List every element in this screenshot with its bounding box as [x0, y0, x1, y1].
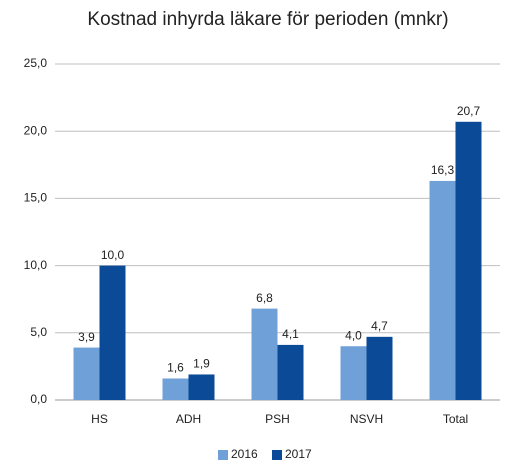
value-label: 6,8 — [256, 291, 273, 305]
x-tick-label: ADH — [176, 412, 201, 426]
bar — [73, 347, 100, 400]
y-tick-label: 15,0 — [24, 191, 48, 205]
y-tick-label: 5,0 — [30, 325, 47, 339]
y-tick-label: 0,0 — [30, 392, 47, 406]
bar — [429, 180, 456, 400]
bar — [251, 308, 278, 400]
value-label: 16,3 — [431, 163, 455, 177]
y-tick-label: 25,0 — [24, 56, 48, 70]
value-label: 1,9 — [193, 357, 210, 371]
value-label: 1,6 — [167, 361, 184, 375]
legend-label: 2016 — [231, 447, 258, 461]
x-tick-label: Total — [443, 412, 468, 426]
legend-swatch — [218, 450, 228, 460]
chart-title: Kostnad inhyrda läkare för perioden (mnk… — [87, 9, 448, 30]
bar — [277, 344, 304, 400]
x-tick-label: PSH — [265, 412, 290, 426]
bar — [366, 336, 393, 400]
value-label: 10,0 — [101, 248, 125, 262]
value-label: 3,9 — [78, 330, 95, 344]
value-label: 4,7 — [371, 319, 388, 333]
bar — [162, 378, 189, 400]
legend-swatch — [272, 450, 282, 460]
legend-label: 2017 — [285, 447, 312, 461]
y-tick-label: 20,0 — [24, 123, 48, 137]
y-tick-label: 10,0 — [24, 258, 48, 272]
value-label: 20,7 — [457, 104, 481, 118]
bar — [455, 121, 482, 401]
x-tick-label: NSVH — [350, 412, 383, 426]
value-label: 4,1 — [282, 327, 299, 341]
x-tick-label: HS — [91, 412, 108, 426]
bar — [188, 374, 215, 400]
bar — [340, 346, 367, 400]
value-label: 4,0 — [345, 328, 362, 342]
bar — [99, 265, 126, 400]
